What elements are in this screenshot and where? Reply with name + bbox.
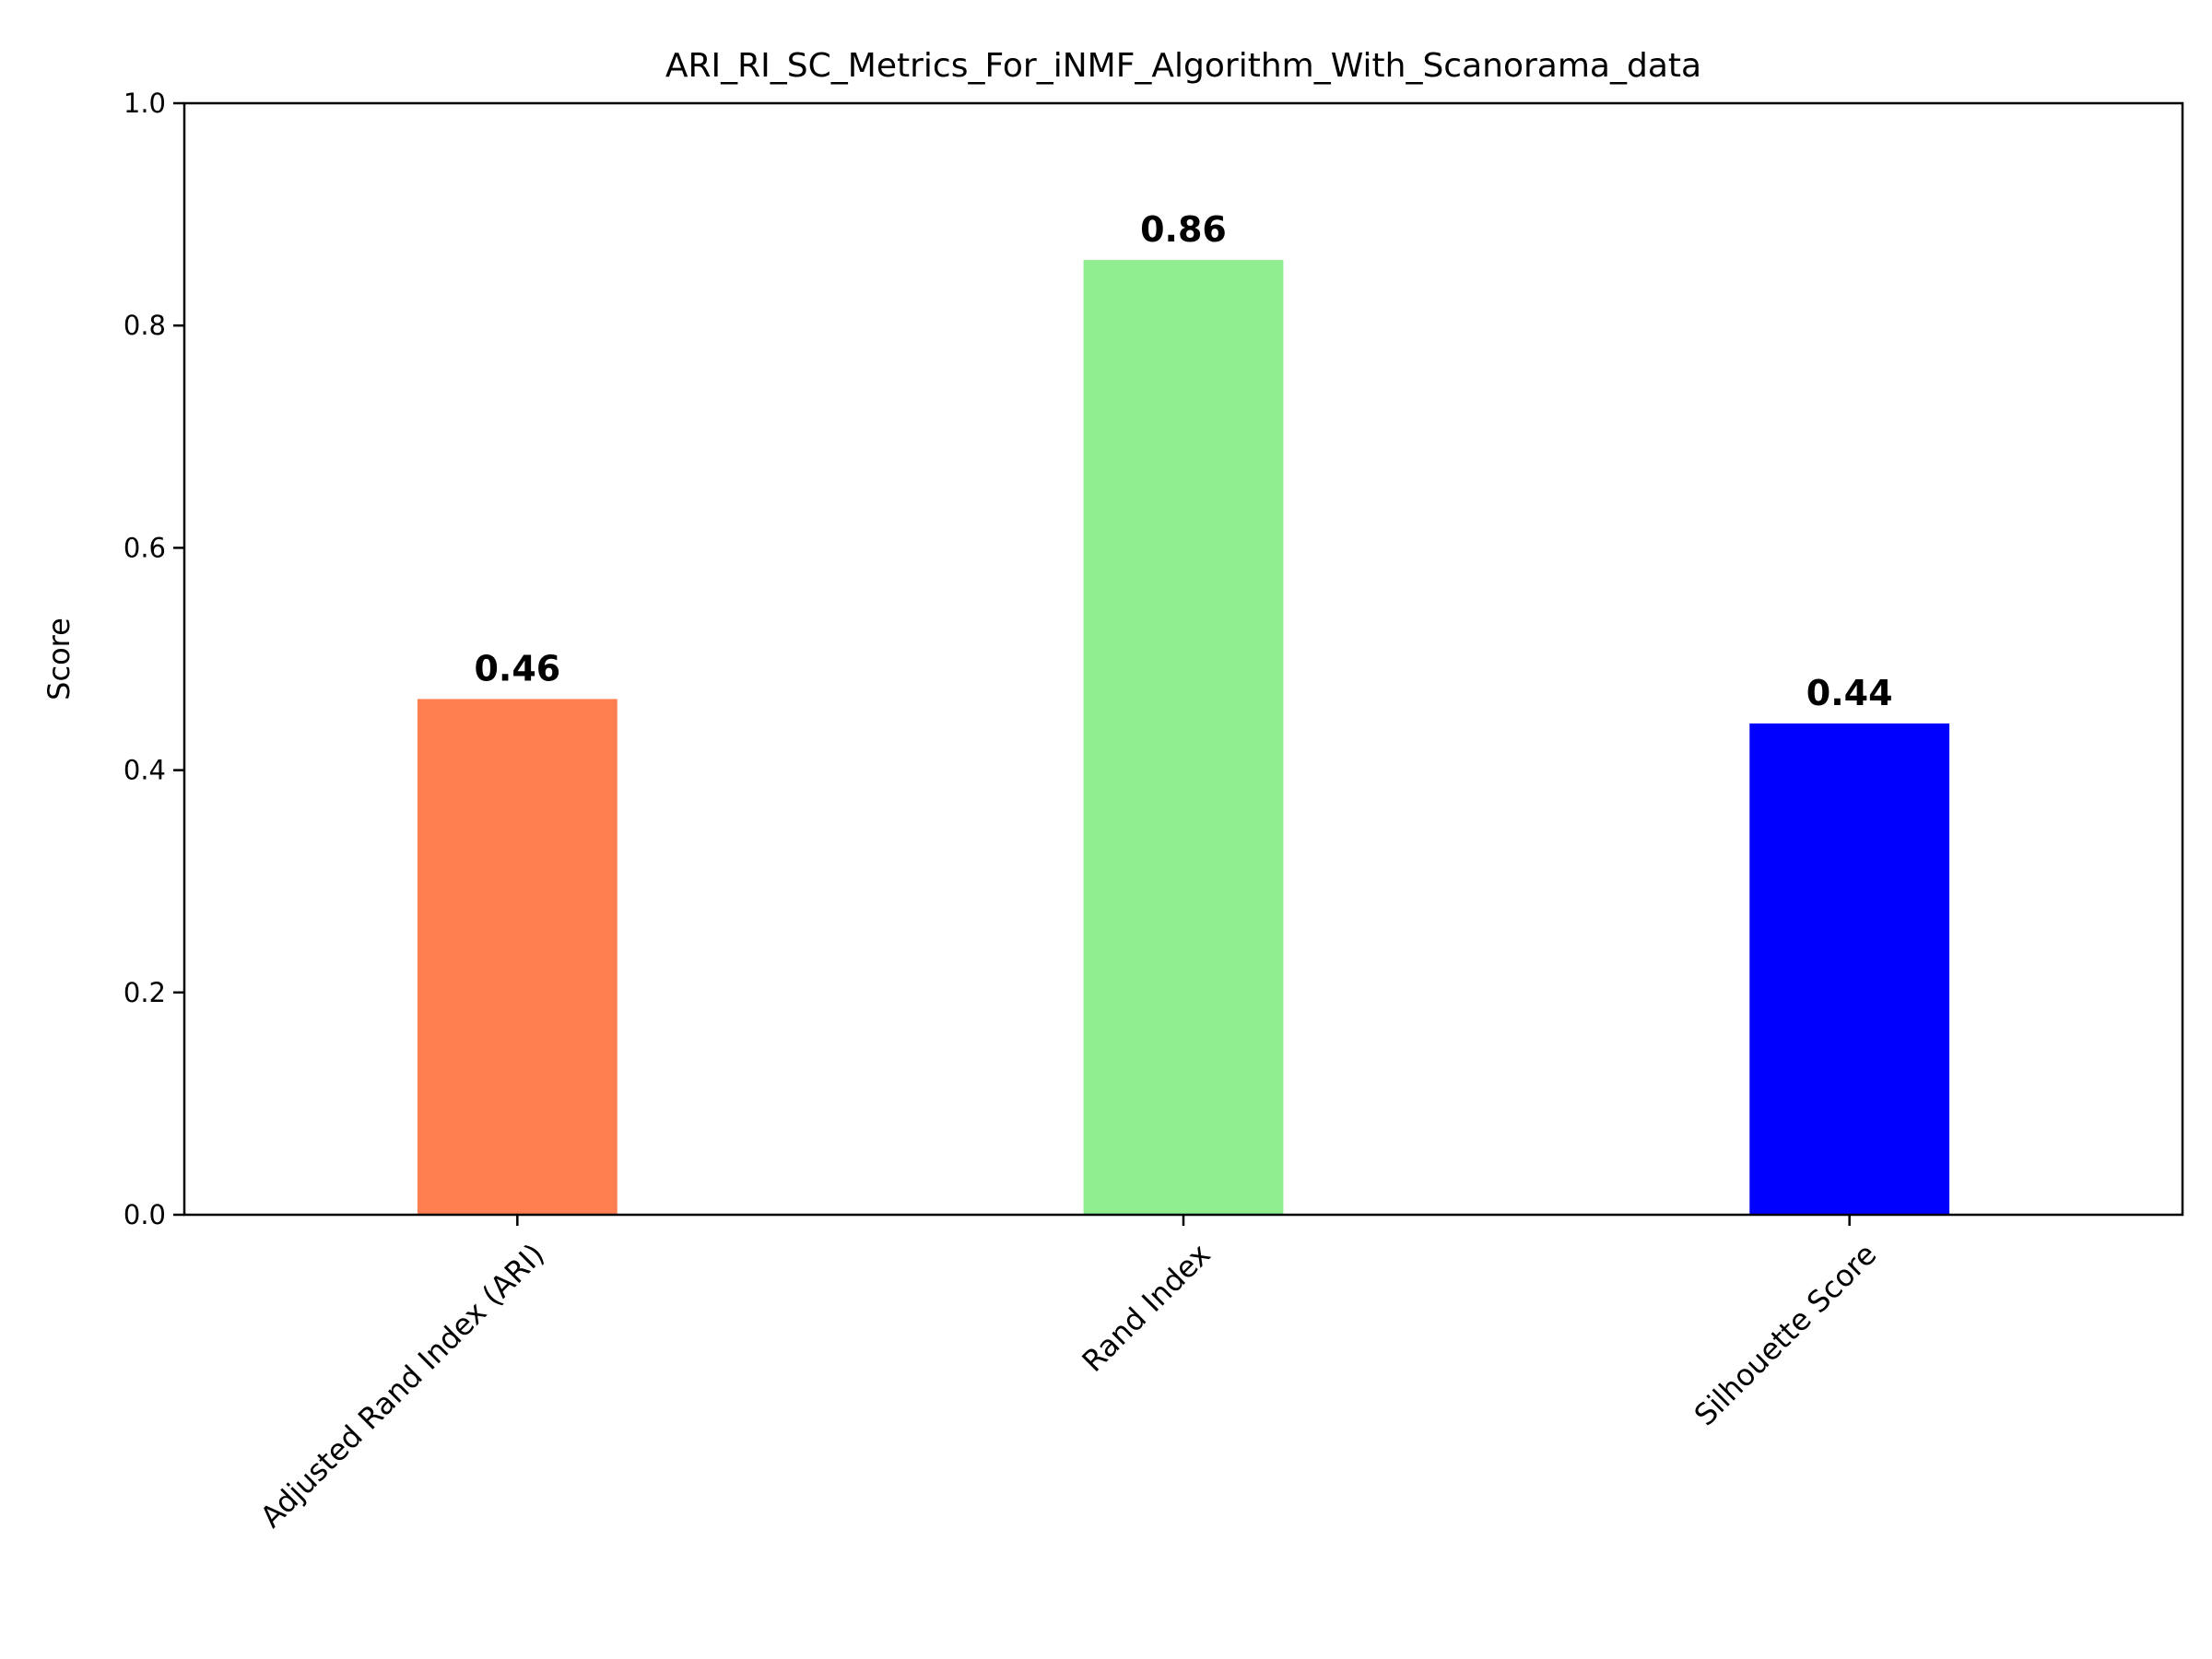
y-tick-label: 0.2 xyxy=(124,977,166,1008)
y-tick-label: 0.4 xyxy=(124,755,166,786)
bar xyxy=(1749,723,1950,1215)
y-tick-label: 0.0 xyxy=(124,1199,166,1230)
bars xyxy=(417,260,1950,1215)
value-label: 0.86 xyxy=(1140,209,1227,250)
plot-frame xyxy=(182,101,2184,1217)
y-tick-label: 0.8 xyxy=(124,310,166,341)
value-label: 0.44 xyxy=(1806,673,1893,713)
chart-title: ARI_RI_SC_Metrics_For_iNMF_Algorithm_Wit… xyxy=(665,47,1701,85)
value-label: 0.46 xyxy=(474,648,560,688)
y-tick-label: 1.0 xyxy=(124,88,166,119)
y-tick-label: 0.6 xyxy=(124,532,166,563)
value-labels: 0.46 0.86 0.44 xyxy=(474,209,1892,713)
y-axis-ticks: 0.0 0.2 0.4 0.6 0.8 1.0 xyxy=(124,88,184,1230)
bar xyxy=(417,699,618,1215)
bar xyxy=(1083,260,1284,1215)
y-axis-label: Score xyxy=(41,618,76,700)
